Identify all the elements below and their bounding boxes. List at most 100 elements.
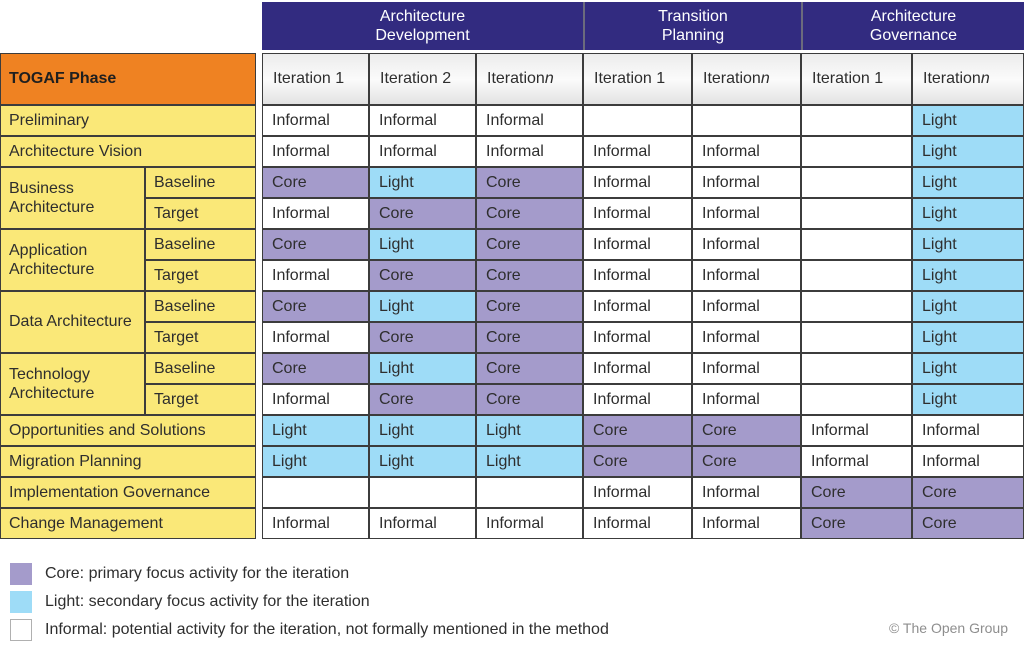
- iteration-column-header: Iteration 1: [262, 53, 369, 105]
- matrix-cell: Light: [912, 167, 1024, 198]
- column-group-label: Architecture Governance: [869, 7, 958, 44]
- iteration-column-header: Iteration n: [692, 53, 801, 105]
- matrix-cell: Informal: [692, 477, 801, 508]
- matrix-cell: [801, 136, 912, 167]
- phase-label: Migration Planning: [0, 446, 256, 477]
- matrix-cell: Informal: [369, 136, 476, 167]
- matrix-cell: Informal: [801, 415, 912, 446]
- matrix-cell: Core: [912, 508, 1024, 539]
- matrix-cell: [692, 105, 801, 136]
- matrix-cell: Core: [476, 229, 583, 260]
- phase-column-header: TOGAF Phase: [0, 53, 256, 105]
- matrix-cell: Informal: [262, 105, 369, 136]
- legend-label: Core: primary focus activity for the ite…: [45, 565, 350, 582]
- matrix-cell: Informal: [476, 136, 583, 167]
- matrix-cell: Light: [369, 446, 476, 477]
- matrix-cell: Informal: [692, 291, 801, 322]
- legend-label: Informal: potential activity for the ite…: [45, 621, 609, 638]
- matrix-cell: Informal: [476, 508, 583, 539]
- matrix-cell: Informal: [583, 229, 692, 260]
- phase-sub-label: Target: [145, 198, 256, 229]
- phase-label: Preliminary: [0, 105, 256, 136]
- matrix-cell: [801, 260, 912, 291]
- column-group-architecture-development: Architecture Development: [262, 2, 583, 50]
- matrix-cell: Informal: [262, 136, 369, 167]
- matrix-cell: Informal: [912, 446, 1024, 477]
- core-swatch-icon: [10, 563, 32, 585]
- matrix-cell: Informal: [692, 167, 801, 198]
- matrix-cell: Informal: [583, 136, 692, 167]
- light-swatch-icon: [10, 591, 32, 613]
- matrix-cell: Light: [369, 291, 476, 322]
- column-group-label: Transition Planning: [658, 7, 728, 44]
- matrix-cell: Informal: [476, 105, 583, 136]
- matrix-cell: Core: [801, 477, 912, 508]
- matrix-cell: [801, 198, 912, 229]
- matrix-cell: Informal: [583, 477, 692, 508]
- matrix-cell: Light: [912, 198, 1024, 229]
- matrix-cell: Informal: [692, 136, 801, 167]
- matrix-cell: Light: [912, 291, 1024, 322]
- phase-label: Data Architecture: [0, 291, 145, 353]
- matrix-cell: Core: [369, 198, 476, 229]
- matrix-cell: Light: [476, 415, 583, 446]
- matrix-cell: Core: [583, 446, 692, 477]
- matrix-cell: Light: [369, 229, 476, 260]
- matrix-cell: [801, 322, 912, 353]
- matrix-cell: [801, 353, 912, 384]
- matrix-cell: Light: [912, 322, 1024, 353]
- matrix-cell: Informal: [692, 229, 801, 260]
- matrix-cell: Informal: [801, 446, 912, 477]
- phase-sub-label: Baseline: [145, 291, 256, 322]
- matrix-cell: Core: [262, 291, 369, 322]
- phase-label: Change Management: [0, 508, 256, 539]
- matrix-cell: Informal: [262, 260, 369, 291]
- matrix-cell: Informal: [692, 260, 801, 291]
- matrix-cell: Informal: [583, 291, 692, 322]
- phase-label: Technology Architecture: [0, 353, 145, 415]
- phase-label: Application Architecture: [0, 229, 145, 291]
- matrix-cell: Informal: [583, 353, 692, 384]
- matrix-cell: [801, 229, 912, 260]
- matrix-cell: Light: [912, 136, 1024, 167]
- legend-item-core: Core: primary focus activity for the ite…: [10, 563, 609, 585]
- iteration-column-header: Iteration 2: [369, 53, 476, 105]
- matrix-cell: Core: [801, 508, 912, 539]
- phase-label: Architecture Vision: [0, 136, 256, 167]
- matrix-cell: [801, 105, 912, 136]
- phase-sub-label: Baseline: [145, 229, 256, 260]
- matrix-cell: [262, 477, 369, 508]
- matrix-cell: Light: [369, 415, 476, 446]
- matrix-cell: Core: [262, 229, 369, 260]
- phase-sub-label: Baseline: [145, 353, 256, 384]
- matrix-cell: Informal: [262, 384, 369, 415]
- legend-label: Light: secondary focus activity for the …: [45, 593, 370, 610]
- iteration-column-header: Iteration 1: [801, 53, 912, 105]
- legend-item-informal: Informal: potential activity for the ite…: [10, 619, 609, 641]
- matrix-cell: Core: [476, 322, 583, 353]
- iteration-column-header: Iteration n: [912, 53, 1024, 105]
- matrix-cell: Light: [912, 353, 1024, 384]
- matrix-cell: Light: [912, 384, 1024, 415]
- matrix-cell: Core: [476, 384, 583, 415]
- matrix-cell: Core: [476, 291, 583, 322]
- column-group-label: Architecture Development: [375, 7, 470, 44]
- matrix-cell: Core: [262, 167, 369, 198]
- matrix-cell: Informal: [583, 322, 692, 353]
- matrix-cell: Light: [369, 353, 476, 384]
- matrix-cell: Informal: [692, 384, 801, 415]
- phase-label: Implementation Governance: [0, 477, 256, 508]
- matrix-cell: Light: [369, 167, 476, 198]
- matrix-cell: [476, 477, 583, 508]
- matrix-cell: Core: [692, 415, 801, 446]
- phase-sub-label: Target: [145, 260, 256, 291]
- matrix-cell: [369, 477, 476, 508]
- matrix-cell: Light: [262, 446, 369, 477]
- matrix-cell: Core: [262, 353, 369, 384]
- matrix-cell: Core: [692, 446, 801, 477]
- matrix-cell: Core: [476, 167, 583, 198]
- column-group-transition-planning: Transition Planning: [583, 2, 801, 50]
- informal-swatch-icon: [10, 619, 32, 641]
- phase-sub-label: Target: [145, 322, 256, 353]
- matrix-cell: [801, 291, 912, 322]
